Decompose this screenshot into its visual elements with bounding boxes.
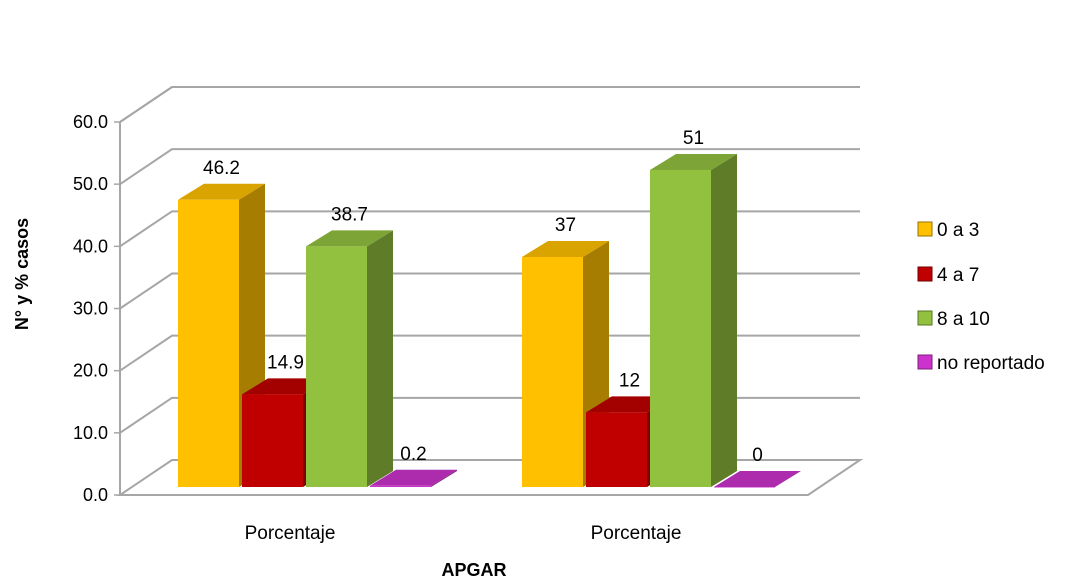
gridline <box>119 272 860 310</box>
data-label: 14.9 <box>267 352 304 373</box>
data-label: 46.2 <box>203 158 240 179</box>
y-tick-label: 60.0 <box>73 112 108 132</box>
bar-side <box>367 230 393 488</box>
bar-no-reportado <box>714 471 801 488</box>
bar-8-a-10 <box>650 153 737 487</box>
data-labels: 46.2 14.9 38.7 0.2 37 12 51 0 <box>203 128 763 466</box>
gridlines <box>119 86 860 434</box>
legend-item-no-reportado: no reportado <box>917 353 1045 374</box>
bar-top <box>306 230 393 247</box>
bars <box>178 153 801 488</box>
legend-label: no reportado <box>937 353 1045 374</box>
bar-top <box>178 183 265 200</box>
bar-no-reportado <box>370 469 457 487</box>
x-category-label: Porcentaje <box>245 523 336 544</box>
legend: 0 a 3 4 a 7 8 a 10 no reportado <box>917 220 1045 374</box>
data-label: 38.7 <box>331 204 368 225</box>
bar-front <box>370 485 431 487</box>
bar-8-a-10 <box>306 230 393 488</box>
legend-swatch <box>917 221 933 237</box>
bar-front <box>306 246 367 487</box>
legend-label: 0 a 3 <box>937 220 979 241</box>
bar-side <box>431 469 457 487</box>
bar-top <box>714 471 801 487</box>
data-label: 12 <box>619 370 640 391</box>
x-category-label: Porcentaje <box>591 523 682 544</box>
legend-item-8-a-10: 8 a 10 <box>917 309 990 330</box>
legend-label: 8 a 10 <box>937 309 990 330</box>
bar-front <box>586 412 647 487</box>
bar-front <box>522 256 583 487</box>
bar-front <box>178 199 239 488</box>
legend-swatch <box>917 354 933 370</box>
y-tick-label: 50.0 <box>73 174 108 194</box>
gridline <box>119 334 860 372</box>
data-label: 51 <box>683 128 704 149</box>
y-tick-label: 20.0 <box>73 361 108 381</box>
y-tick-label: 0.0 <box>83 485 108 505</box>
legend-swatch <box>917 310 933 326</box>
data-label: 37 <box>555 215 576 236</box>
bar-front <box>242 394 303 487</box>
bar-side <box>711 153 737 487</box>
floor <box>116 459 864 496</box>
gridline <box>119 148 860 185</box>
bar-top <box>522 240 609 257</box>
x-axis-categories: Porcentaje Porcentaje <box>245 523 682 544</box>
data-label: 0 <box>752 445 763 466</box>
bar-top <box>650 153 737 170</box>
gridline <box>119 210 860 248</box>
y-tick-label: 40.0 <box>73 236 108 256</box>
legend-item-0-a-3: 0 a 3 <box>917 220 979 241</box>
legend-item-4-a-7: 4 a 7 <box>917 265 979 286</box>
bar-front <box>650 169 711 487</box>
y-axis-ticks: 0.0 10.0 20.0 30.0 40.0 50.0 60.0 <box>73 112 120 505</box>
bar-front <box>714 487 775 488</box>
data-label: 0.2 <box>400 444 426 465</box>
x-axis-title: APGAR <box>441 560 506 580</box>
legend-swatch <box>917 266 933 282</box>
gridline <box>119 86 860 123</box>
legend-label: 4 a 7 <box>937 265 979 286</box>
bar-top <box>370 469 457 486</box>
y-tick-label: 30.0 <box>73 299 108 319</box>
y-tick-label: 10.0 <box>73 423 108 443</box>
y-axis-title: N° y % casos <box>12 218 32 330</box>
